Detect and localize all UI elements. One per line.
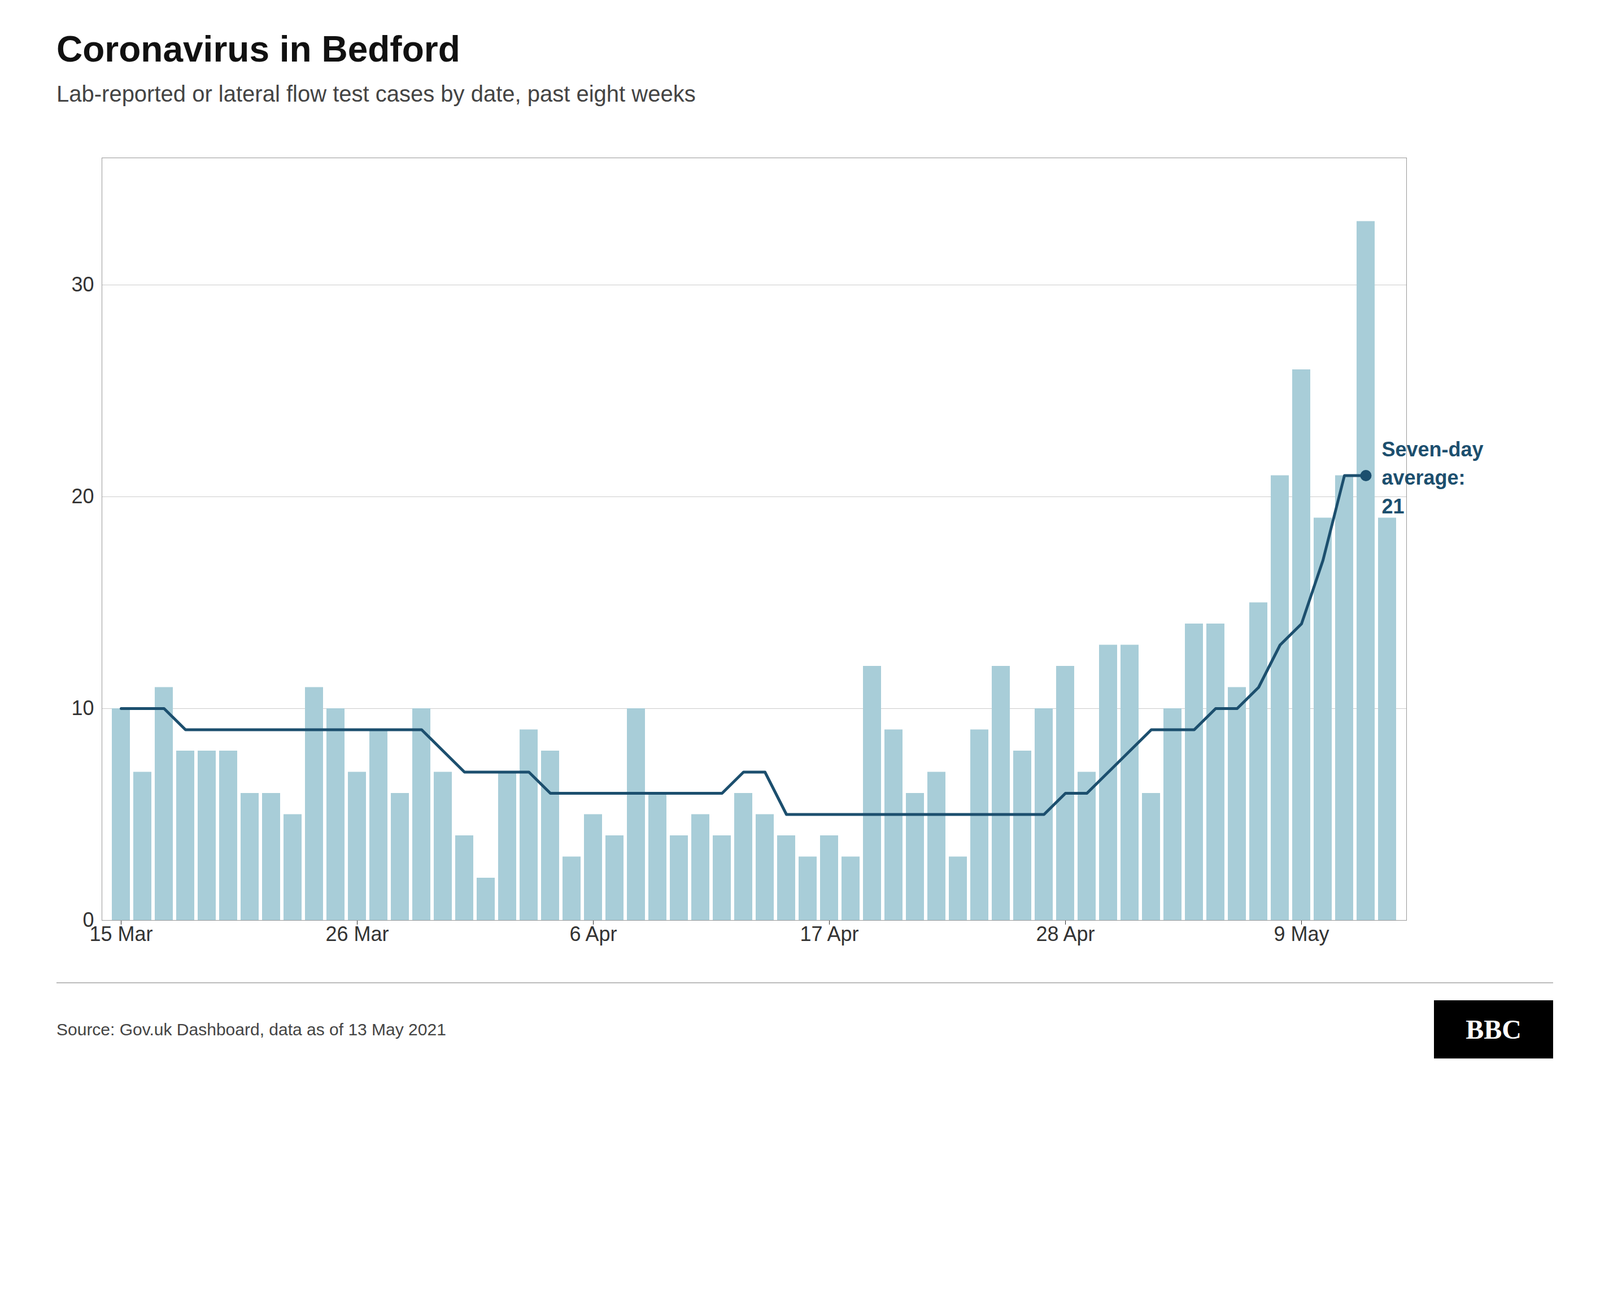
svg-text:Seven-dayaverage:21: Seven-dayaverage:21 <box>1381 437 1484 518</box>
svg-text:20: 20 <box>71 484 94 508</box>
html-text:Coronavirus in Bedford: Coronavirus in Bedford <box>56 28 461 70</box>
svg-text:0: 0 <box>82 908 95 932</box>
svg-text:10: 10 <box>71 696 94 720</box>
svg-text:6 Apr: 6 Apr <box>569 922 617 946</box>
svg-text:28 Apr: 28 Apr <box>1035 922 1095 946</box>
svg-text:26 Mar: 26 Mar <box>325 922 389 946</box>
svg-text:15 Mar: 15 Mar <box>89 922 153 946</box>
html-text:Lab-reported or lateral flow t: Lab-reported or lateral flow test cases … <box>56 81 696 107</box>
html-text:BBC: BBC <box>1465 1014 1522 1045</box>
svg-text:17 Apr: 17 Apr <box>799 922 859 946</box>
svg-text:9 May: 9 May <box>1273 922 1329 946</box>
svg-text:30: 30 <box>71 272 94 296</box>
html-text:Source: Gov.uk Dashboard, data: Source: Gov.uk Dashboard, data as of 13 … <box>56 1019 447 1039</box>
